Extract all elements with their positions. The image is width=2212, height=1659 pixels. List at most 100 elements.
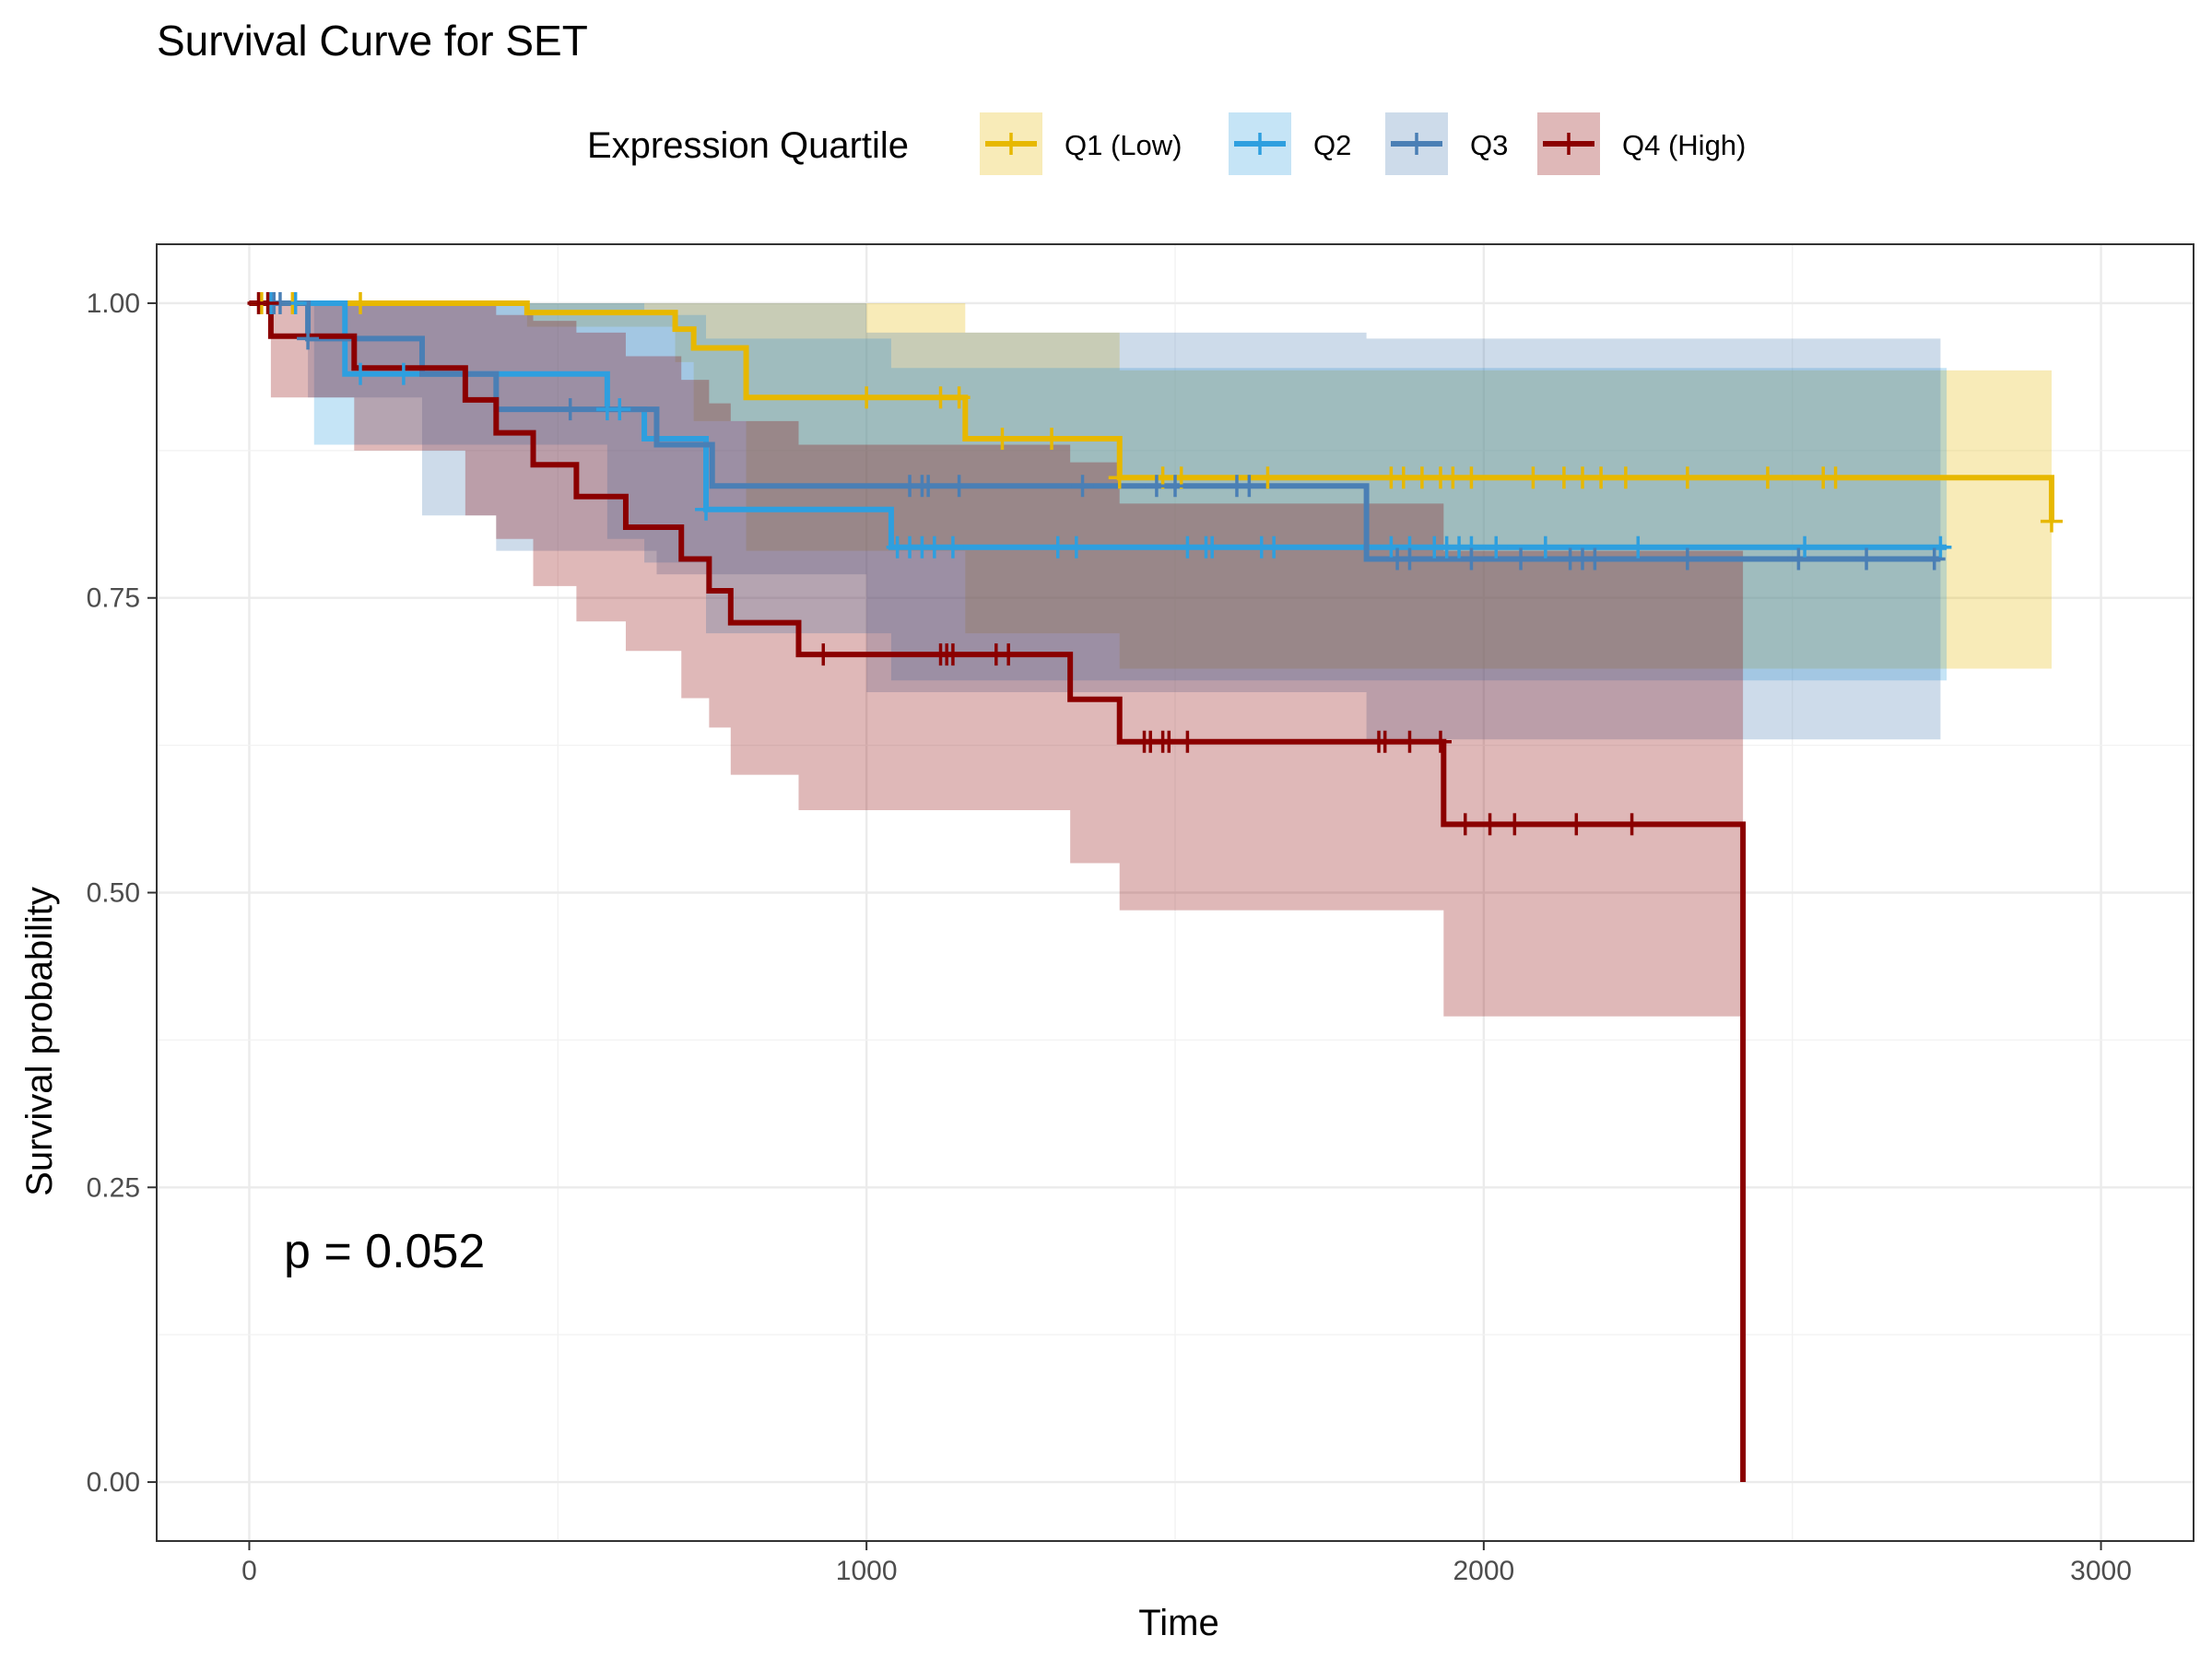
series-1-censor-mark xyxy=(1108,466,1131,489)
legend-entry-1: Q1 (Low) xyxy=(980,112,1182,175)
grid-lines xyxy=(157,244,2194,1541)
series-1-censor-mark xyxy=(1824,466,1847,489)
series-2-censor-mark xyxy=(1263,535,1286,559)
series-2-censor-mark xyxy=(1929,535,1952,559)
y-tick-label: 0.25 xyxy=(87,1172,140,1203)
series-2-censor-mark xyxy=(695,498,718,521)
legend-title: Expression Quartile xyxy=(587,125,909,166)
series-4-censor-mark xyxy=(1176,730,1199,753)
series-3-censor-mark xyxy=(1071,475,1094,498)
x-tick-label: 2000 xyxy=(1453,1556,1514,1586)
series-2-censor-mark xyxy=(923,535,946,559)
series-1-censor-mark xyxy=(1676,466,1699,489)
series-3-censor-mark xyxy=(1398,547,1421,571)
series-1-censor-mark xyxy=(1590,466,1613,489)
series-1-censor-mark xyxy=(1522,466,1545,489)
series-3-confidence-band xyxy=(249,302,1941,740)
series-2-censor-mark xyxy=(1485,535,1508,559)
y-axis-label: Survival probability xyxy=(19,887,60,1196)
series-2-censor-mark xyxy=(1380,535,1403,559)
series-2-censor-mark xyxy=(1534,535,1557,559)
legend-entry-4: Q4 (High) xyxy=(1537,112,1746,175)
series-2-censor-mark xyxy=(1201,535,1224,559)
series-2-censor-mark xyxy=(608,398,631,421)
y-tick-label: 0.00 xyxy=(87,1467,140,1498)
series-1-censor-mark xyxy=(1552,466,1575,489)
series-4-censor-mark xyxy=(941,643,964,666)
series-3-censor-mark xyxy=(1238,475,1261,498)
censor-marks xyxy=(247,291,2063,836)
series-1-censor-mark xyxy=(1041,428,1064,451)
series-4-censor-mark xyxy=(1503,813,1526,836)
x-axis-label: Time xyxy=(1138,1603,1218,1643)
series-1-survival-line xyxy=(249,300,2054,522)
series-2-censor-mark xyxy=(1065,535,1088,559)
series-1-censor-mark xyxy=(1441,466,1465,489)
series-1-censor-mark xyxy=(2040,510,2063,533)
series-4-censor-mark xyxy=(812,643,835,666)
series-4-censor-mark xyxy=(1565,813,1588,836)
series-2-confidence-band xyxy=(249,302,1947,681)
y-tick-label: 0.50 xyxy=(87,878,140,909)
legend-entry-2: Q2 xyxy=(1229,112,1351,175)
series-1-censor-mark xyxy=(1460,466,1483,489)
x-tick-label: 0 xyxy=(241,1556,257,1586)
series-3-censor-mark xyxy=(1583,547,1606,571)
series-3-censor-mark xyxy=(559,398,582,421)
series-3-censor-mark xyxy=(1460,547,1483,571)
legend-entry-label: Q1 (Low) xyxy=(1065,129,1182,161)
series-1-censor-mark xyxy=(855,386,878,409)
series-3-censor-mark xyxy=(1676,547,1699,571)
series-1-censor-mark xyxy=(1756,466,1779,489)
series-3-censor-mark xyxy=(947,475,971,498)
series-2-censor-mark xyxy=(1627,535,1650,559)
series-3-censor-mark xyxy=(1855,547,1878,571)
series-1-censor-mark xyxy=(991,428,1014,451)
legend-entry-label: Q4 (High) xyxy=(1622,129,1746,161)
y-tick-label: 1.00 xyxy=(87,288,140,319)
series-4-censor-mark xyxy=(1158,730,1181,753)
series-4-censor-mark xyxy=(256,291,279,314)
legend-entry-3: Q3 xyxy=(1385,112,1508,175)
series-2-censor-mark xyxy=(349,362,371,385)
y-tick-label: 0.75 xyxy=(87,583,140,614)
series-2-censor-mark xyxy=(392,362,415,385)
series-1-censor-mark xyxy=(947,386,971,409)
series-3-censor-mark xyxy=(1787,547,1810,571)
series-1-censor-mark xyxy=(1614,466,1637,489)
series-1-censor-mark xyxy=(1256,466,1279,489)
series-1-censor-mark xyxy=(1571,466,1594,489)
series-4-censor-mark xyxy=(1429,730,1452,753)
legend: Expression Quartile Q1 (Low) Q2 Q3 Q4 (High… xyxy=(587,112,1746,175)
series-4-censor-mark xyxy=(1478,813,1501,836)
series-2-censor-mark xyxy=(1794,535,1817,559)
plot-area xyxy=(156,243,2194,1542)
x-tick-label: 3000 xyxy=(2070,1556,2132,1586)
series-4-survival-line xyxy=(249,300,1747,1483)
series-3-censor-mark xyxy=(1923,547,1946,571)
series-2-censor-mark xyxy=(1176,535,1199,559)
legend-entry-label: Q2 xyxy=(1313,129,1351,161)
series-3-censor-mark xyxy=(1164,475,1186,498)
legend-entry-label: Q3 xyxy=(1470,129,1508,161)
series-4-censor-mark xyxy=(1398,730,1421,753)
series-3-censor-mark xyxy=(917,475,940,498)
series-1-censor-mark xyxy=(1392,466,1415,489)
series-3-censor-mark xyxy=(1510,547,1533,571)
series-4-censor-mark xyxy=(1453,813,1477,836)
series-1-censor-mark xyxy=(929,386,952,409)
series-3-censor-mark xyxy=(1145,475,1168,498)
series-3-censor-mark xyxy=(297,327,320,350)
p-value-annotation: p = 0.052 xyxy=(284,1225,485,1278)
series-1-censor-mark xyxy=(1410,466,1433,489)
series-4-censor-mark xyxy=(1620,813,1643,836)
series-2-censor-mark xyxy=(941,535,964,559)
series-4-censor-mark xyxy=(1373,730,1396,753)
axes: 0 1000 2000 3000 0.00 0.25 0.50 0.75 1.00 xyxy=(87,288,2132,1586)
series-2-censor-mark xyxy=(1046,535,1069,559)
series-1-censor-mark xyxy=(349,291,371,314)
chart-title: Survival Curve for SET xyxy=(157,17,588,65)
series-4-censor-mark xyxy=(997,643,1020,666)
